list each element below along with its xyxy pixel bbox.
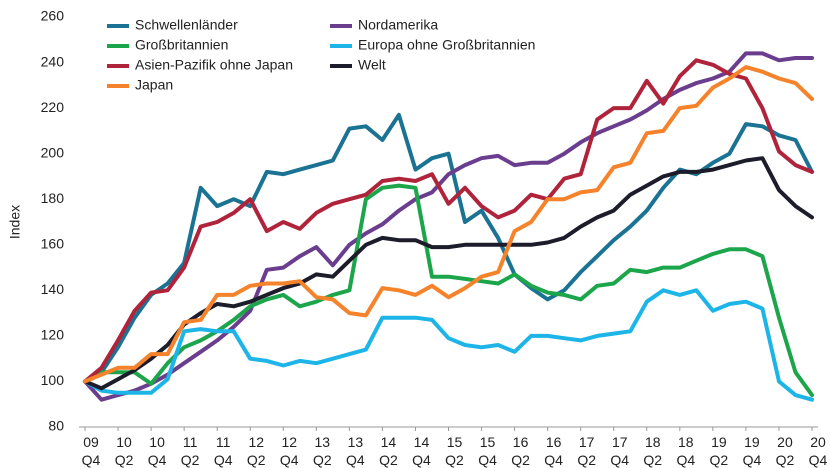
- x-tick-label: 15 Q4: [478, 434, 497, 468]
- y-tick-label: 160: [41, 235, 65, 251]
- y-axis-label: Index: [7, 205, 23, 239]
- x-tick-label: 19 Q2: [710, 434, 729, 468]
- series-line: [83, 65, 814, 384]
- legend-label: Japan: [135, 77, 173, 93]
- series-line: [83, 58, 814, 384]
- x-tick-label: 16 Q2: [511, 434, 530, 468]
- x-tick-label: 10 Q4: [148, 434, 167, 468]
- series-line: [83, 183, 814, 398]
- x-tick-label: 14 Q4: [412, 434, 431, 468]
- x-tick-label: 20 Q4: [809, 434, 828, 468]
- x-tick-label: 12 Q4: [280, 434, 299, 468]
- series-line: [83, 51, 814, 402]
- legend-label: Asien-Pazifik ohne Japan: [135, 57, 293, 73]
- x-tick-label: 16 Q4: [544, 434, 563, 468]
- legend-label: Großbritannien: [135, 37, 228, 53]
- x-tick-label: 17 Q4: [610, 434, 629, 468]
- y-tick-label: 80: [48, 418, 64, 434]
- y-tick-label: 180: [41, 190, 65, 206]
- y-tick-label: 140: [41, 281, 65, 297]
- x-tick-label: 12 Q2: [247, 434, 266, 468]
- x-tick-label: 11 Q2: [181, 434, 200, 468]
- x-tick-label: 15 Q2: [445, 434, 464, 468]
- y-tick-label: 260: [41, 8, 65, 24]
- x-tick-label: 13 Q4: [346, 434, 365, 468]
- series-line: [83, 288, 814, 402]
- x-tick-label: 18 Q2: [643, 434, 662, 468]
- legend-label: Nordamerika: [358, 17, 438, 33]
- x-tick-label: 09 Q4: [82, 434, 101, 468]
- x-tick-label: 14 Q2: [379, 434, 398, 468]
- x-tick-label: 13 Q2: [313, 434, 332, 468]
- legend-label: Welt: [358, 57, 386, 73]
- legend-label: Schwellenländer: [135, 17, 238, 33]
- y-tick-label: 120: [41, 327, 65, 343]
- x-tick-label: 18 Q4: [676, 434, 695, 468]
- y-tick-label: 200: [41, 144, 65, 160]
- x-tick-label: 20 Q2: [776, 434, 795, 468]
- y-tick-label: 100: [41, 372, 65, 388]
- series-line: [83, 156, 814, 391]
- y-tick-label: 220: [41, 99, 65, 115]
- legend-label: Europa ohne Großbritannien: [358, 37, 535, 53]
- x-tick-label: 11 Q4: [214, 434, 233, 468]
- x-tick-label: 17 Q2: [577, 434, 596, 468]
- y-tick-label: 240: [41, 53, 65, 69]
- x-tick-label: 10 Q2: [115, 434, 134, 468]
- x-tick-label: 19 Q4: [743, 434, 762, 468]
